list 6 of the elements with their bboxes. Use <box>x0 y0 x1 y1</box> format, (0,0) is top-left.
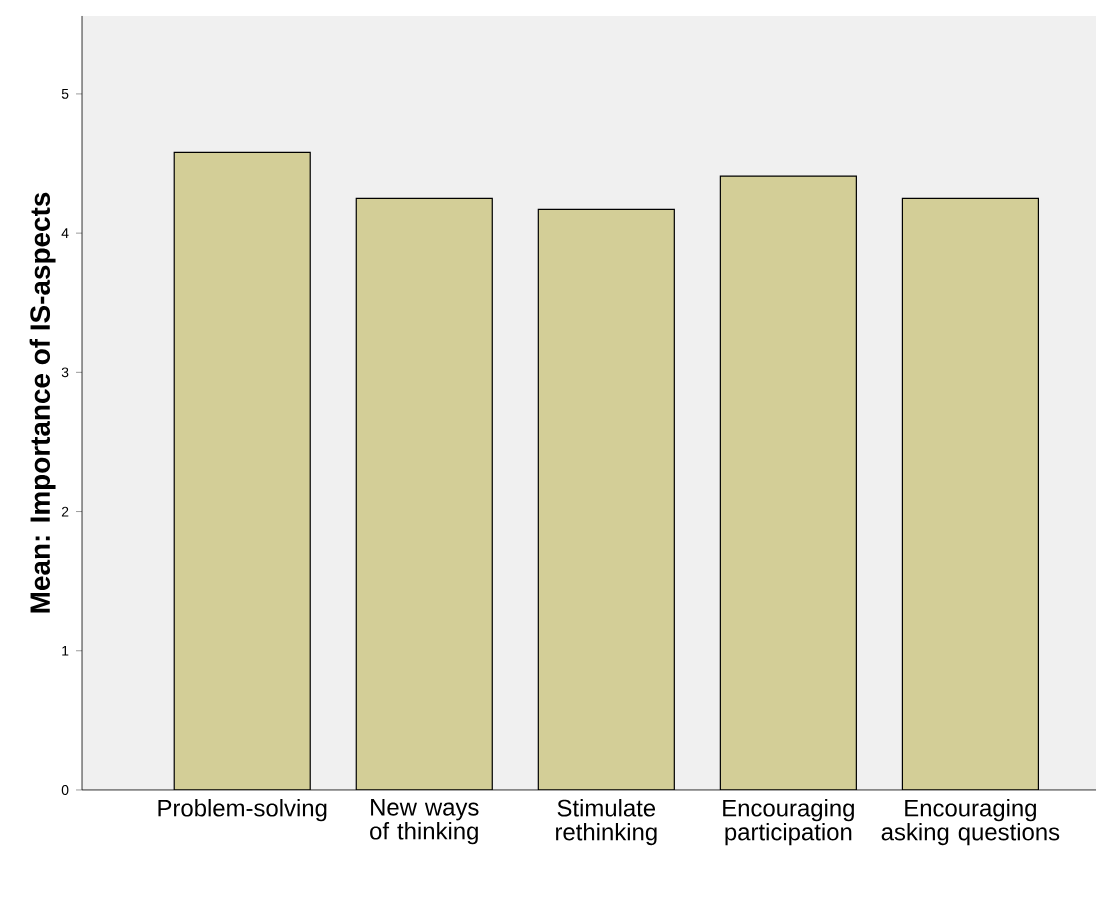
x-tick-label: Encouraging participation <box>723 799 854 846</box>
x-tick-label: Stimulate rethinking <box>556 799 657 846</box>
y-axis-title: Mean: Importance of IS-aspects <box>29 192 56 613</box>
x-tick-label: Encouraging asking questions <box>881 799 1060 846</box>
x-tick-label: Problem-solving <box>158 799 327 822</box>
x-tick-label: New ways of thinking <box>370 799 479 845</box>
